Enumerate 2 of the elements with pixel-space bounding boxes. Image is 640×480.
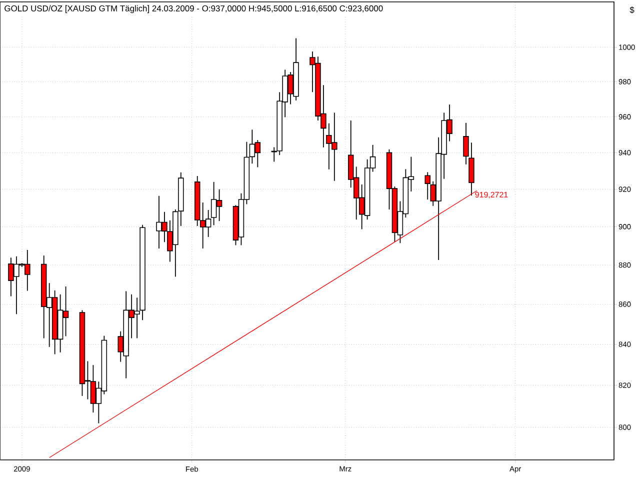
chart-title: GOLD USD/OZ [XAUSD GTM Täglich] 24.03.2009 - O:937,0000 H:945,5000 L:916,6500 C:923,6000 bbox=[4, 5, 383, 14]
y-axis-title: $ bbox=[630, 6, 634, 14]
